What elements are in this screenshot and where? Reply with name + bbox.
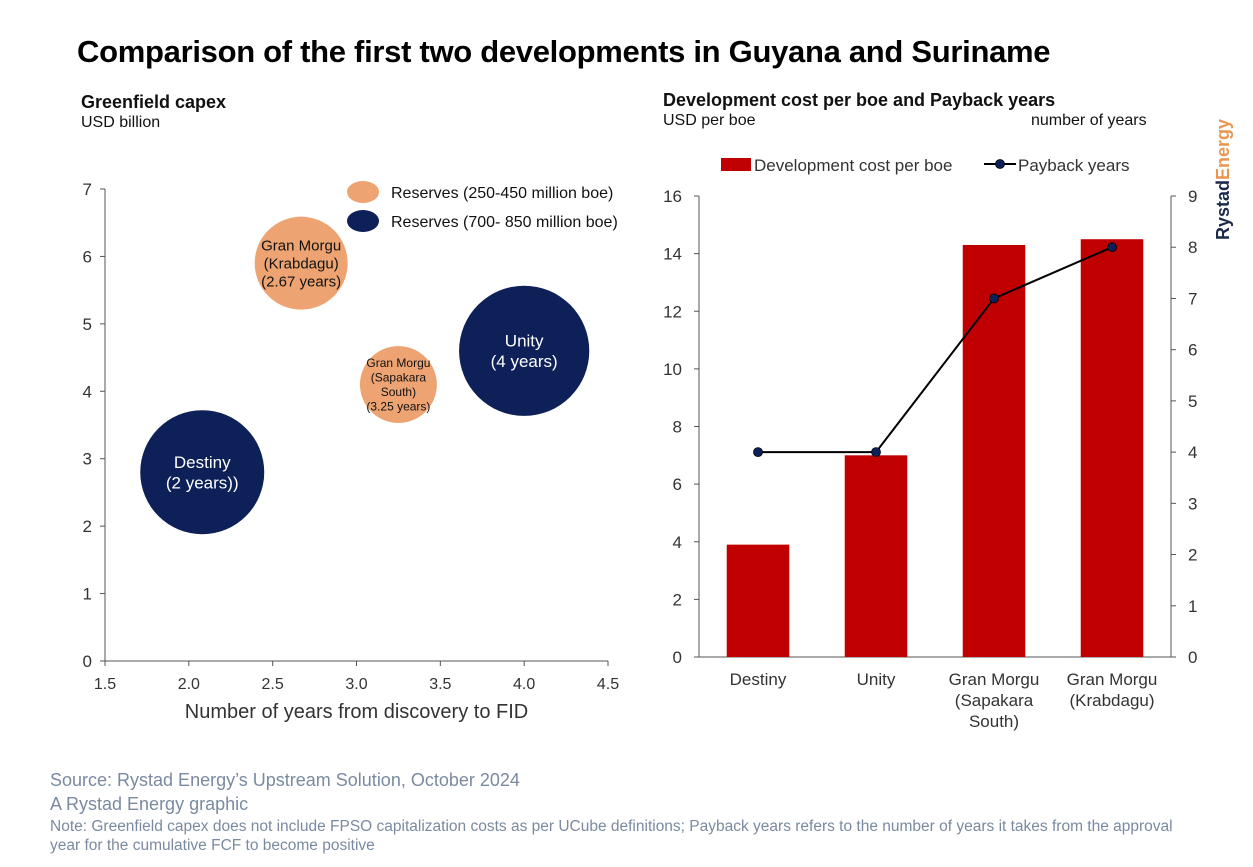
bubble-label: (Sapakara [371,371,427,385]
y-tick-label: 1 [83,585,92,604]
legend-marker [721,158,751,171]
y-tick-label: 4 [673,533,682,552]
y2-tick-label: 7 [1188,289,1197,308]
y-tick-label: 3 [83,450,92,469]
legend-label: Reserves (250-450 million boe) [391,185,613,202]
bar [726,544,790,657]
y2-tick-label: 2 [1188,546,1197,565]
y2-tick-label: 8 [1188,238,1197,257]
x-tick-label: 3.5 [429,676,451,693]
brand-part2: Energy [1213,119,1233,180]
source-note: Source: Rystad Energy’s Upstream Solutio… [50,770,520,790]
y2-tick-label: 6 [1188,341,1197,360]
brand-part1: Rystad [1213,180,1233,240]
y-tick-label: 6 [83,247,92,266]
right-y-unit: USD per boe [663,112,756,129]
right-chart-title: Development cost per boe and Payback yea… [663,90,1056,110]
legend-label: Reserves (700- 850 million boe) [391,214,618,231]
y-tick-label: 16 [663,187,682,206]
y-tick-label: 5 [83,315,92,334]
x-tick-label: 4.5 [597,676,619,693]
y-tick-label: 7 [83,180,92,199]
bar [962,244,1026,657]
bubble-unity [459,285,590,416]
payback-point [753,447,763,458]
y-tick-label: 2 [673,590,682,609]
x-tick-label: Gran Morgu [949,670,1040,689]
y-tick-label: 4 [83,382,92,401]
bubble-label: (2 years)) [166,473,239,492]
left-chart-title: Greenfield capex [81,92,227,112]
y-tick-label: 0 [673,648,682,667]
x-tick-label: Gran Morgu [1067,670,1158,689]
bubble-label: Gran Morgu [261,237,341,254]
y-tick-label: 14 [663,245,682,264]
bubble-label: (3.25 years) [366,399,430,413]
x-tick-label: 4.0 [513,676,535,693]
bubble-label: (Krabdagu) [264,255,339,272]
bubble-label: South) [381,385,416,399]
y2-tick-label: 5 [1188,392,1197,411]
chart-title: Comparison of the first two developments… [77,34,1051,69]
bubble-label: Unity [505,332,544,351]
y2-tick-label: 9 [1188,187,1197,206]
x-axis-title: Number of years from discovery to FID [185,701,528,723]
y2-tick-label: 4 [1188,443,1197,462]
x-tick-label: 1.5 [94,676,116,693]
credit-note: A Rystad Energy graphic [50,794,249,814]
bar [844,455,908,657]
x-tick-label: 2.0 [178,676,200,693]
x-tick-label: (Krabdagu) [1069,691,1154,710]
bubble-label: Gran Morgu [366,356,430,370]
payback-point [871,447,881,458]
payback-point [1107,242,1117,253]
bubble-label: (2.67 years) [261,273,341,290]
payback-point [989,293,999,304]
y-tick-label: 2 [83,517,92,536]
x-tick-label: (Sapakara [955,691,1034,710]
rystad-energy-logo: RystadEnergy [1213,119,1233,240]
payback-line [758,246,1113,454]
legend-label: Payback years [1018,156,1130,175]
x-tick-label: 2.5 [262,676,284,693]
y-tick-label: 10 [663,360,682,379]
y-tick-label: 8 [673,418,682,437]
footnote: Note: Greenfield capex does not include … [50,818,1173,854]
legend-marker [995,159,1005,169]
legend-marker [347,181,379,203]
bubble-gran-morgu-krabdagu- [254,216,348,310]
x-tick-label: South) [969,712,1019,731]
x-tick-label: Unity [857,670,896,689]
y2-tick-label: 0 [1188,648,1197,667]
x-tick-label: 3.0 [345,676,367,693]
x-tick-label: Destiny [730,670,787,689]
bar [1080,239,1144,657]
y2-tick-label: 3 [1188,494,1197,513]
y-tick-label: 0 [83,652,92,671]
legend-label: Development cost per boe [754,156,952,175]
y2-tick-label: 1 [1188,597,1197,616]
svg-text:RystadEnergy: RystadEnergy [1213,119,1233,240]
y-tick-label: 6 [673,475,682,494]
left-y-unit: USD billion [81,114,161,131]
bubble-destiny [140,410,265,535]
right-y2-unit: number of years [1031,112,1147,129]
y-tick-label: 12 [663,302,682,321]
bubble-gran-morgu-sapakara-south- [359,346,437,423]
bubble-label: Destiny [174,453,231,472]
legend-marker [347,210,379,232]
bubble-label: (4 years) [491,352,558,371]
